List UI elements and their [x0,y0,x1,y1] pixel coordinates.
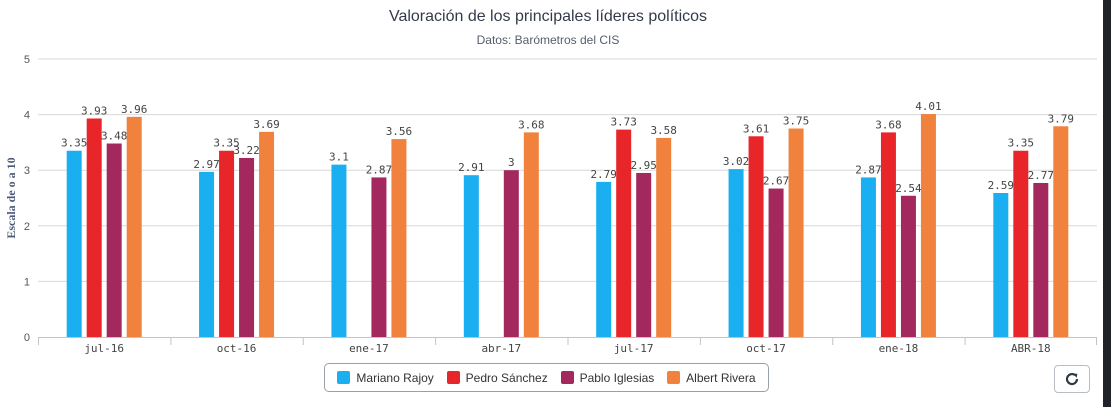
bar [331,164,347,337]
bar [636,172,652,337]
legend-item[interactable]: Pedro Sánchez [446,370,548,385]
data-label: 2.97 [193,158,220,171]
data-label: 2.67 [763,175,790,188]
bar [1033,182,1049,337]
legend-label: Pablo Iglesias [579,370,655,385]
legend-swatch [337,371,351,384]
bar [371,177,387,337]
y-tick-label: 1 [24,276,30,288]
legend-swatch [667,371,681,384]
bar [106,143,122,337]
data-label: 4.01 [915,100,942,113]
data-label: 2.95 [630,159,657,172]
data-label: 3.68 [518,118,545,131]
chart-subtitle: Datos: Barómetros del CIS [476,33,620,47]
x-tick-label: jul-16 [84,342,124,355]
y-tick-label: 2 [24,221,30,233]
bar [656,137,672,337]
data-label: 3.56 [386,125,413,138]
refresh-icon [1065,372,1079,386]
legend-swatch [446,371,460,384]
chart-legend: Mariano Rajoy Pedro Sánchez Pablo Iglesias… [324,363,769,392]
data-label: 2.77 [1028,169,1055,182]
y-axis-label: Escala de o a 10 [4,157,18,238]
data-label: 3.69 [253,118,280,131]
legend-item[interactable]: Mariano Rajoy [337,370,434,385]
bar [900,195,916,337]
legend-label: Albert Rivera [686,370,756,385]
legend-item[interactable]: Pablo Iglesias [560,370,655,385]
legend-swatch [560,371,574,384]
bar [523,132,539,337]
y-tick-label: 5 [24,54,30,66]
legend-label: Mariano Rajoy [356,370,434,385]
x-tick-label: ene-18 [879,342,919,355]
data-label: 3.48 [101,130,128,143]
bar [391,139,407,337]
bar [880,132,896,337]
data-label: 3.96 [121,103,148,116]
bar [239,157,255,337]
x-tick-label: jul-17 [614,342,654,355]
x-tick-label: oct-16 [217,342,257,355]
x-tick-label: ene-17 [349,342,389,355]
data-label: 3.58 [650,124,677,137]
data-label: 2.59 [988,179,1015,192]
x-tick-label: ABR-18 [1011,342,1051,355]
y-tick-label: 3 [24,165,30,177]
bar [920,114,936,337]
chart-title: Valoración de los principales líderes po… [388,8,708,25]
data-label: 2.87 [366,163,393,176]
data-label: 3.73 [610,116,637,129]
data-label: 3 [508,156,515,169]
data-label: 3.68 [875,118,902,131]
bar [788,128,804,337]
data-label: 3.1 [329,151,349,164]
data-label: 3.35 [61,137,88,150]
bar [728,169,744,337]
bar [86,118,102,337]
x-tick-label: abr-17 [481,342,521,355]
data-label: 3.93 [81,104,108,117]
legend-item[interactable]: Albert Rivera [667,370,756,385]
legend-label: Pedro Sánchez [465,370,548,385]
bar [993,192,1009,337]
data-label: 2.91 [458,161,485,174]
bar [463,175,479,337]
bar [748,136,764,337]
bar [768,188,784,337]
data-label: 2.87 [855,163,882,176]
data-label: 3.61 [743,122,770,135]
bar [1053,126,1069,337]
data-label: 2.54 [895,182,922,195]
data-label: 3.35 [1008,137,1035,150]
bar [126,116,142,337]
y-tick-label: 4 [24,110,30,122]
data-label: 3.35 [213,137,240,150]
data-label: 3.02 [723,155,750,168]
data-label: 2.79 [590,168,617,181]
refresh-button[interactable] [1054,365,1090,393]
data-label: 3.22 [233,144,260,157]
x-tick-label: oct-17 [746,342,786,355]
bar [503,170,519,337]
data-label: 3.79 [1048,112,1075,125]
bar [596,181,612,337]
window-edge [1103,0,1111,407]
data-label: 3.75 [783,115,810,128]
y-tick-label: 0 [24,332,30,344]
bar [66,150,82,337]
bar [219,150,235,337]
bar [1013,150,1029,337]
bar [199,171,215,337]
bar [259,131,275,337]
bar [616,129,632,337]
bar [860,177,876,337]
